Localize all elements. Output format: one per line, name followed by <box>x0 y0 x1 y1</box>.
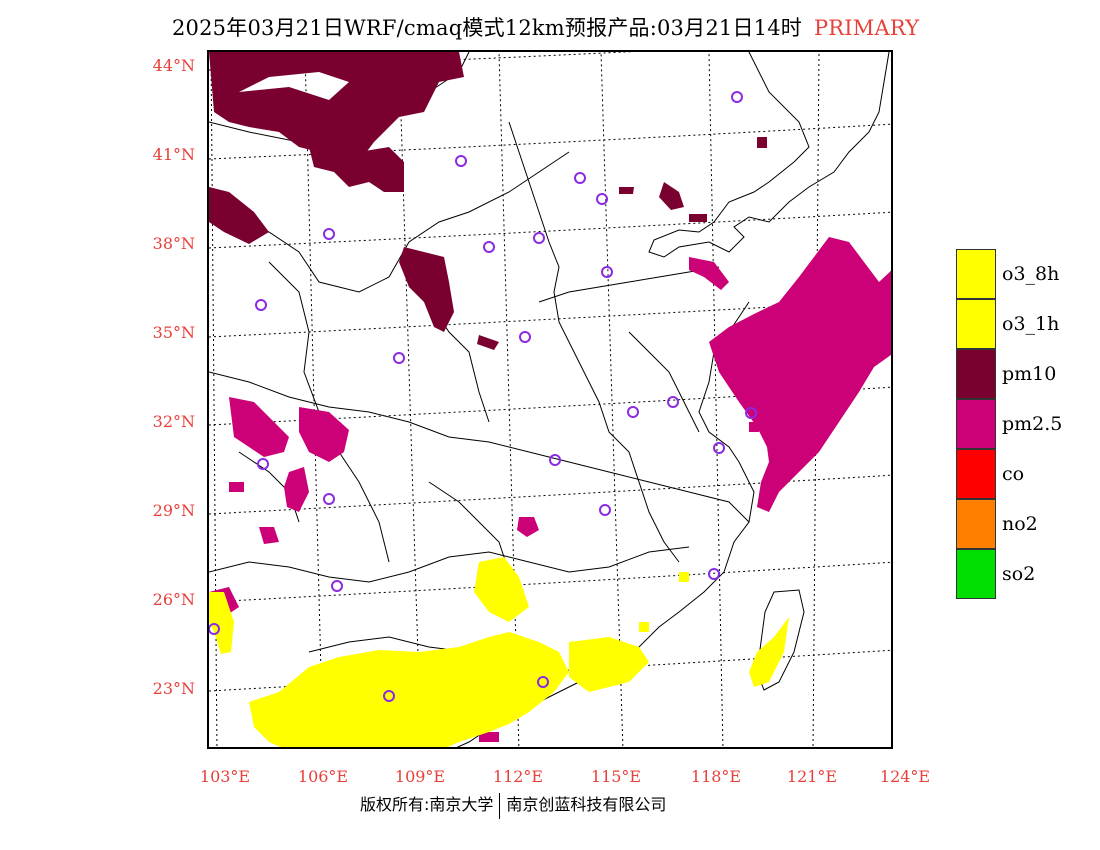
copyright-left: 版权所有:南京大学 <box>360 795 494 814</box>
legend-label: o3_1h <box>1002 313 1060 335</box>
lat-label: 26°N <box>152 590 195 609</box>
lon-label: 106°E <box>297 767 349 786</box>
title-text: 2025年03月21日WRF/cmaq模式12km预报产品:03月21日14时 <box>172 16 802 40</box>
copyright-separator <box>499 792 501 819</box>
lat-label: 41°N <box>152 145 195 164</box>
legend-label: o3_8h <box>1002 263 1060 285</box>
lat-label: 35°N <box>152 323 195 342</box>
title-tag: PRIMARY <box>813 16 920 40</box>
pm10-areas <box>209 52 891 356</box>
lon-label: 118°E <box>690 767 742 786</box>
legend-swatch <box>956 499 996 549</box>
map-title: 2025年03月21日WRF/cmaq模式12km预报产品:03月21日14时 P… <box>172 12 919 42</box>
legend-swatch <box>956 449 996 499</box>
legend-swatch <box>956 299 996 349</box>
lon-label: 124°E <box>879 767 931 786</box>
legend-swatch <box>956 349 996 399</box>
lat-label: 32°N <box>152 412 195 431</box>
map-frame <box>207 50 893 749</box>
legend-label: pm10 <box>1002 363 1057 385</box>
copyright-line: 版权所有:南京大学 南京创蓝科技有限公司 <box>360 791 666 819</box>
lon-label: 103°E <box>199 767 251 786</box>
lat-label: 29°N <box>152 501 195 520</box>
lat-label: 38°N <box>152 234 195 253</box>
o3-areas <box>209 557 789 747</box>
legend-label: so2 <box>1002 563 1036 585</box>
legend-swatch <box>956 399 996 449</box>
lon-label: 121°E <box>786 767 838 786</box>
map-canvas <box>209 52 891 747</box>
station-markers <box>209 91 757 702</box>
legend-label: pm2.5 <box>1002 413 1063 435</box>
legend-swatch <box>956 549 996 599</box>
lon-label: 112°E <box>492 767 544 786</box>
legend-label: co <box>1002 463 1025 485</box>
lat-label: 44°N <box>152 56 195 75</box>
lat-label: 23°N <box>152 679 195 698</box>
legend-swatch <box>956 249 996 299</box>
lon-label: 115°E <box>590 767 642 786</box>
copyright-right: 南京创蓝科技有限公司 <box>506 795 667 814</box>
legend-label: no2 <box>1002 513 1038 535</box>
lon-label: 109°E <box>394 767 446 786</box>
